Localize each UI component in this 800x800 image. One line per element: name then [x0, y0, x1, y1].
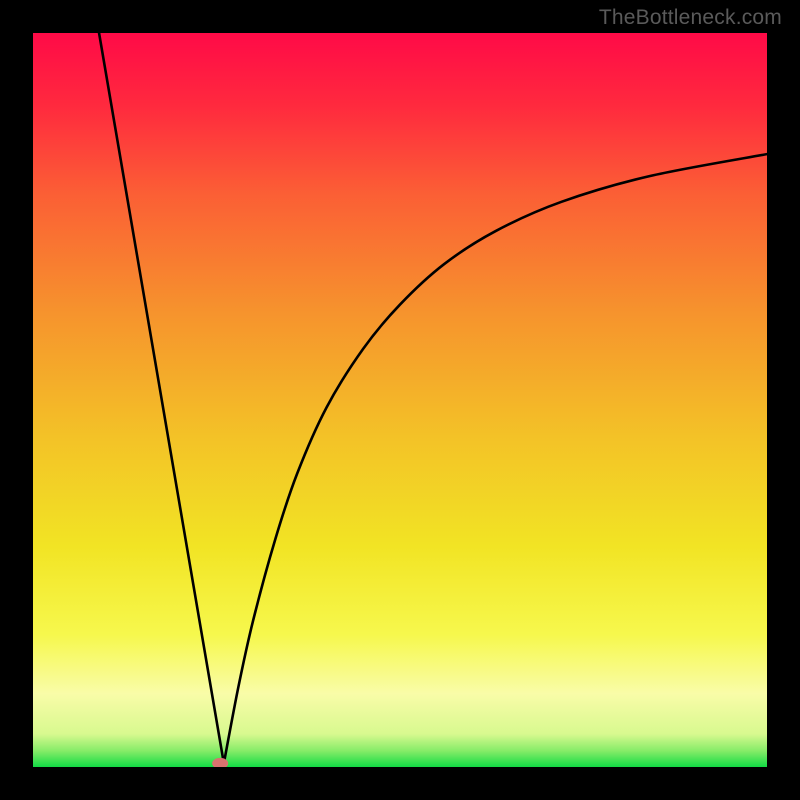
bottleneck-chart	[33, 33, 767, 767]
plot-background	[33, 33, 767, 767]
chart-frame: TheBottleneck.com	[0, 0, 800, 800]
watermark-text: TheBottleneck.com	[599, 6, 782, 30]
